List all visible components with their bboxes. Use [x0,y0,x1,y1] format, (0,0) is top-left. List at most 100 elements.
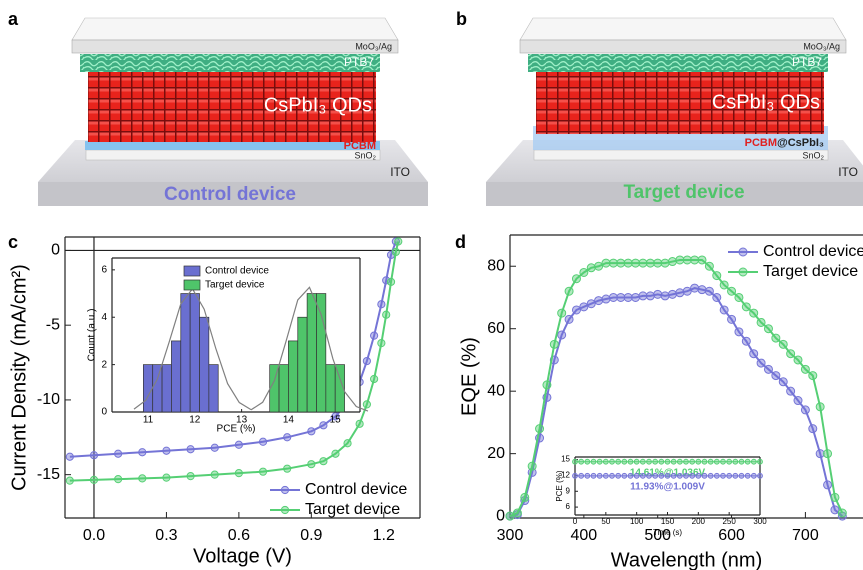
data-point [682,255,692,265]
series-line [69,241,400,482]
data-point [808,371,818,381]
data-point [627,472,634,479]
data-point [138,448,147,457]
y-tick-label: 9 [566,486,571,495]
data-point [210,443,219,452]
data-point [658,458,665,465]
x-tick-label: 700 [792,527,819,544]
data-point [720,472,726,479]
histogram-bar [306,293,317,413]
x-tick-label: 100 [630,517,644,526]
ito-front [486,182,863,206]
data-point [720,458,726,465]
data-point [631,258,641,268]
data-point [786,349,796,359]
data-point [757,472,763,479]
data-point [615,472,622,479]
data-point [800,405,810,415]
data-point [778,339,788,349]
data-point [815,449,825,459]
data-point [362,356,371,366]
data-point [830,492,840,502]
data-point [370,331,379,340]
data-point [162,473,171,482]
data-point [234,469,243,478]
histogram-bar [316,293,327,413]
data-point [571,274,581,284]
histogram-bar [152,364,163,413]
etl-suffix: @CsPbI₃ [777,137,824,149]
data-point [683,458,689,465]
histogram-bar [161,364,172,413]
data-point [697,255,707,265]
sno2-layer [85,149,381,161]
y-tick-label: 20 [487,445,505,462]
data-point [283,464,292,473]
data-point [608,258,618,268]
data-point [646,472,652,479]
legend-marker [280,505,290,515]
data-point [670,458,677,465]
data-point [234,440,243,449]
x-axis-title: Wavelength (nm) [611,549,763,570]
data-point [645,258,655,268]
data-point [653,289,663,299]
data-point [749,308,759,318]
data-point [756,358,766,368]
x-tick-label: 15 [330,415,342,426]
histogram-bar [189,293,200,413]
data-point [704,261,714,271]
qd-layer [88,68,376,142]
data-point [331,412,340,421]
legend-label: Control device [763,243,863,260]
qd-layer [536,68,824,134]
data-point [800,364,810,374]
data-point [741,336,751,346]
data-point [749,349,759,359]
data-point [713,472,720,479]
histogram-bar [278,364,289,413]
x-tick-label: 0.9 [300,527,322,544]
data-point [741,302,751,312]
y-tick-label: 80 [487,257,505,274]
data-point [704,286,714,296]
legend-swatch [183,279,201,291]
data-point [557,330,567,340]
data-point [138,474,147,483]
data-point [756,317,766,327]
data-point [771,333,781,343]
data-point [689,472,696,479]
legend-label: Control device [305,481,407,498]
data-point [639,458,646,465]
x-tick-label: 150 [661,517,675,526]
x-tick-label: 0.6 [228,527,250,544]
x-tick-label: 1.2 [373,527,395,544]
data-point [675,255,685,265]
data-point [638,258,648,268]
legend-label: Target device [763,263,858,280]
electrode-top [519,17,847,41]
data-point [386,277,396,286]
data-point [815,402,825,412]
x-tick-label: 0.3 [155,527,177,544]
data-point [695,458,702,465]
data-point [579,267,589,277]
x-tick-label: 13 [236,415,248,426]
data-point [382,276,391,285]
data-point [823,449,833,459]
legend-marker [738,267,748,277]
data-point [667,289,677,299]
data-point [578,472,585,479]
x-tick-label: 0 [573,517,578,526]
data-point [572,472,578,479]
data-point [653,258,663,268]
data-point [542,380,552,390]
y-tick-label: 0 [496,507,505,524]
y-axis-title: EQE (%) [458,337,480,416]
histogram-bar [143,364,154,413]
data-point [738,458,745,465]
layer-label: MoO₃/Ag [803,41,840,51]
data-point [786,386,796,396]
data-point [683,472,689,479]
data-point [564,286,574,296]
